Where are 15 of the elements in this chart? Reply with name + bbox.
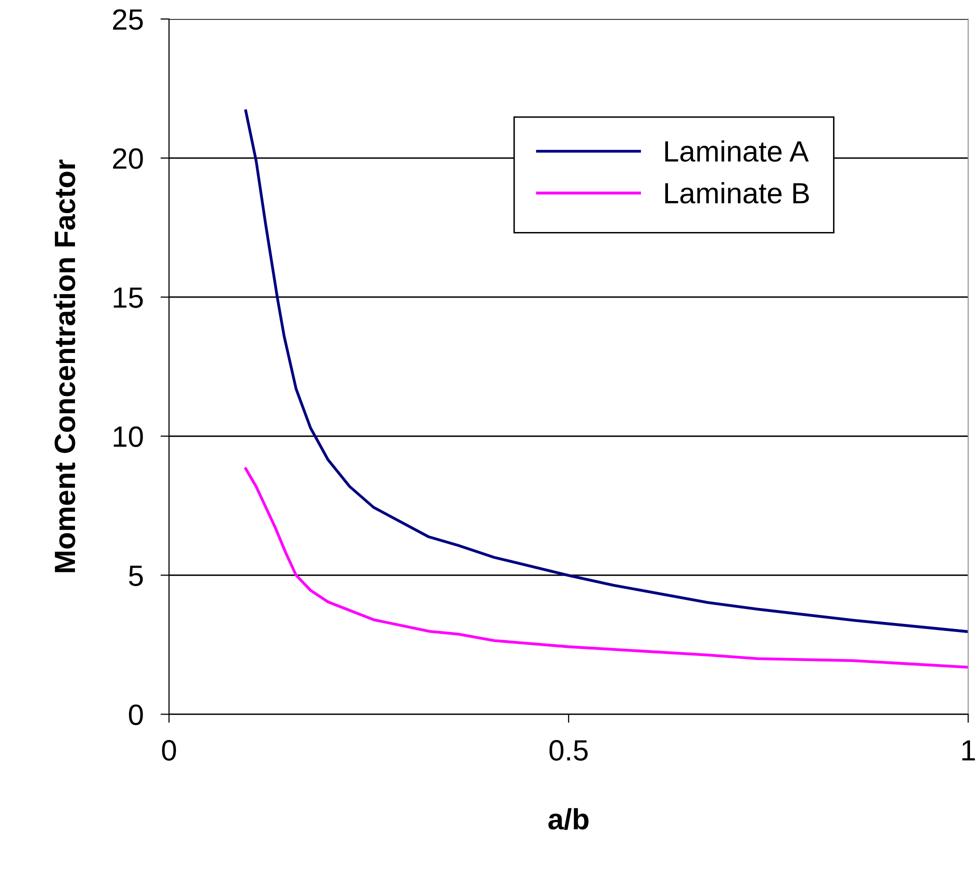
y-tick-label: 5	[128, 566, 143, 586]
y-tick-label: 0	[128, 704, 143, 726]
line-series	[244, 109, 968, 634]
y-tick-label: 10	[114, 426, 143, 448]
legend-label: Laminate A	[665, 140, 809, 162]
line-series	[244, 467, 968, 669]
legend-label: Laminate B	[665, 182, 809, 204]
x-tick-label: 1	[962, 740, 975, 760]
y-axis-title: Moment Concentration Factor	[54, 160, 76, 572]
y-tick-label: 15	[114, 288, 143, 308]
y-tick-label: 20	[113, 148, 143, 169]
x-tick-label: 0.5	[549, 740, 588, 761]
x-axis-title: a/b	[548, 808, 588, 830]
y-tick-label: 25	[113, 9, 143, 30]
x-tick-label: 0	[162, 740, 176, 761]
